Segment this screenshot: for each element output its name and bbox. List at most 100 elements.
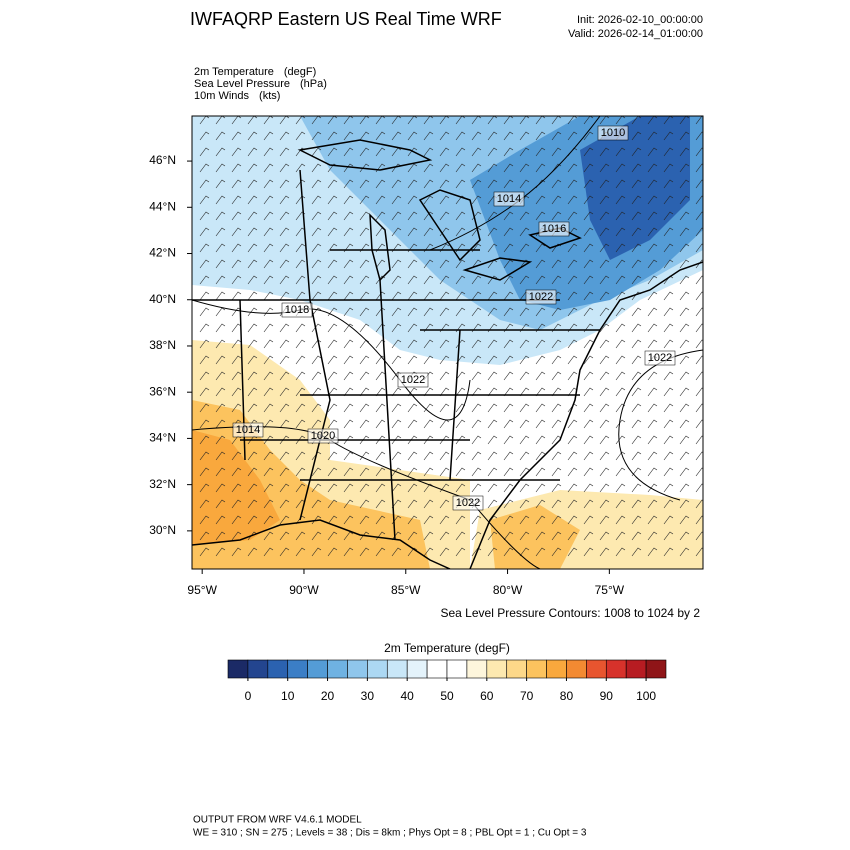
- wind-barb: [615, 179, 626, 189]
- wind-barb: [359, 323, 370, 333]
- wind-barb: [663, 259, 674, 269]
- wind-barb: [535, 195, 546, 205]
- wind-barb: [599, 227, 610, 237]
- wind-barb: [535, 211, 546, 221]
- contour-label-box: [644, 350, 676, 366]
- wind-barb: [551, 307, 562, 317]
- wind-barb: [359, 483, 370, 493]
- wind-barb: [423, 131, 434, 141]
- wind-barb: [615, 387, 626, 397]
- wind-barb: [199, 163, 210, 173]
- contour-label-box: [538, 221, 570, 237]
- wind-barb: [599, 339, 610, 349]
- wind-barb: [471, 451, 482, 461]
- wind-barb: [663, 211, 674, 221]
- wind-barb: [503, 339, 514, 349]
- wind-barb: [679, 339, 690, 349]
- wind-barb: [647, 307, 658, 317]
- wind-barb: [295, 387, 306, 397]
- wind-barb: [343, 547, 354, 557]
- wind-barb: [535, 131, 546, 141]
- wind-barb: [471, 163, 482, 173]
- colorbar-box: [426, 659, 448, 679]
- wind-barb: [295, 275, 306, 285]
- wind-barb: [695, 515, 703, 525]
- wind-barb: [679, 275, 690, 285]
- x-tick-label: 95°W: [187, 583, 217, 597]
- wind-barb: [583, 451, 594, 461]
- wind-barb: [295, 339, 306, 349]
- wind-barb: [391, 195, 402, 205]
- wind-barb: [279, 387, 290, 397]
- wind-barb: [343, 451, 354, 461]
- wind-barb: [327, 131, 338, 141]
- wind-barb: [583, 467, 594, 477]
- wind-barb: [199, 355, 210, 365]
- wind-barb: [199, 451, 210, 461]
- footer-line: WE = 310 ; SN = 275 ; Levels = 38 ; Dis …: [193, 828, 587, 839]
- colorbar-tick-label: 10: [281, 689, 295, 703]
- wind-barb: [583, 291, 594, 301]
- wind-barb: [215, 147, 226, 157]
- wind-barb: [455, 547, 466, 557]
- wind-barb: [535, 259, 546, 269]
- wind-barb: [423, 179, 434, 189]
- wind-barb: [439, 499, 450, 509]
- wind-barb: [391, 419, 402, 429]
- wind-barb: [359, 499, 370, 509]
- wind-barb: [231, 371, 242, 381]
- wind-barb: [471, 483, 482, 493]
- wind-barb: [311, 291, 322, 301]
- wind-barb: [631, 467, 642, 477]
- colorbar-box: [267, 659, 289, 679]
- colorbar-tick-label: 80: [560, 689, 574, 703]
- wind-barb: [423, 515, 434, 525]
- wind-barb: [423, 355, 434, 365]
- wind-barb: [327, 467, 338, 477]
- wind-barb: [247, 195, 258, 205]
- wind-barb: [359, 291, 370, 301]
- wind-barb: [279, 323, 290, 333]
- wind-barb: [343, 483, 354, 493]
- wind-barb: [455, 339, 466, 349]
- wind-barb: [647, 515, 658, 525]
- wind-barb: [487, 243, 498, 253]
- wind-barb: [663, 227, 674, 237]
- wind-barb: [599, 547, 610, 557]
- wind-barb: [647, 116, 658, 125]
- wind-barb: [503, 275, 514, 285]
- wind-barb: [279, 243, 290, 253]
- wind-barb: [471, 179, 482, 189]
- wind-barb: [551, 403, 562, 413]
- wind-barb: [391, 435, 402, 445]
- wind-barb: [663, 515, 674, 525]
- wind-barb: [215, 291, 226, 301]
- wind-barb: [215, 499, 226, 509]
- wind-barb: [647, 483, 658, 493]
- wind-barb: [359, 307, 370, 317]
- wind-barb: [311, 275, 322, 285]
- wind-barb: [199, 243, 210, 253]
- wind-barb: [599, 275, 610, 285]
- wind-barb: [263, 291, 274, 301]
- wind-barb: [679, 419, 690, 429]
- colorbar-box: [546, 659, 567, 679]
- wind-barb: [343, 307, 354, 317]
- wind-barb: [599, 307, 610, 317]
- wind-barb: [423, 435, 434, 445]
- wind-barb: [199, 275, 210, 285]
- wind-barb: [327, 531, 338, 541]
- wind-barb: [407, 116, 418, 125]
- wind-barb: [519, 243, 530, 253]
- contour-note: Sea Level Pressure Contours: 1008 to 102…: [441, 606, 701, 620]
- wind-barb: [279, 483, 290, 493]
- wind-barb: [439, 116, 450, 125]
- wind-barb: [503, 211, 514, 221]
- wind-barb: [471, 403, 482, 413]
- wind-barb: [551, 435, 562, 445]
- wind-barb: [615, 147, 626, 157]
- wind-barb: [263, 211, 274, 221]
- wind-barb: [311, 116, 322, 125]
- wind-barb: [247, 499, 258, 509]
- wind-barb: [327, 355, 338, 365]
